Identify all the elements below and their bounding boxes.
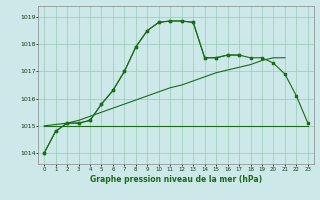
X-axis label: Graphe pression niveau de la mer (hPa): Graphe pression niveau de la mer (hPa) bbox=[90, 175, 262, 184]
